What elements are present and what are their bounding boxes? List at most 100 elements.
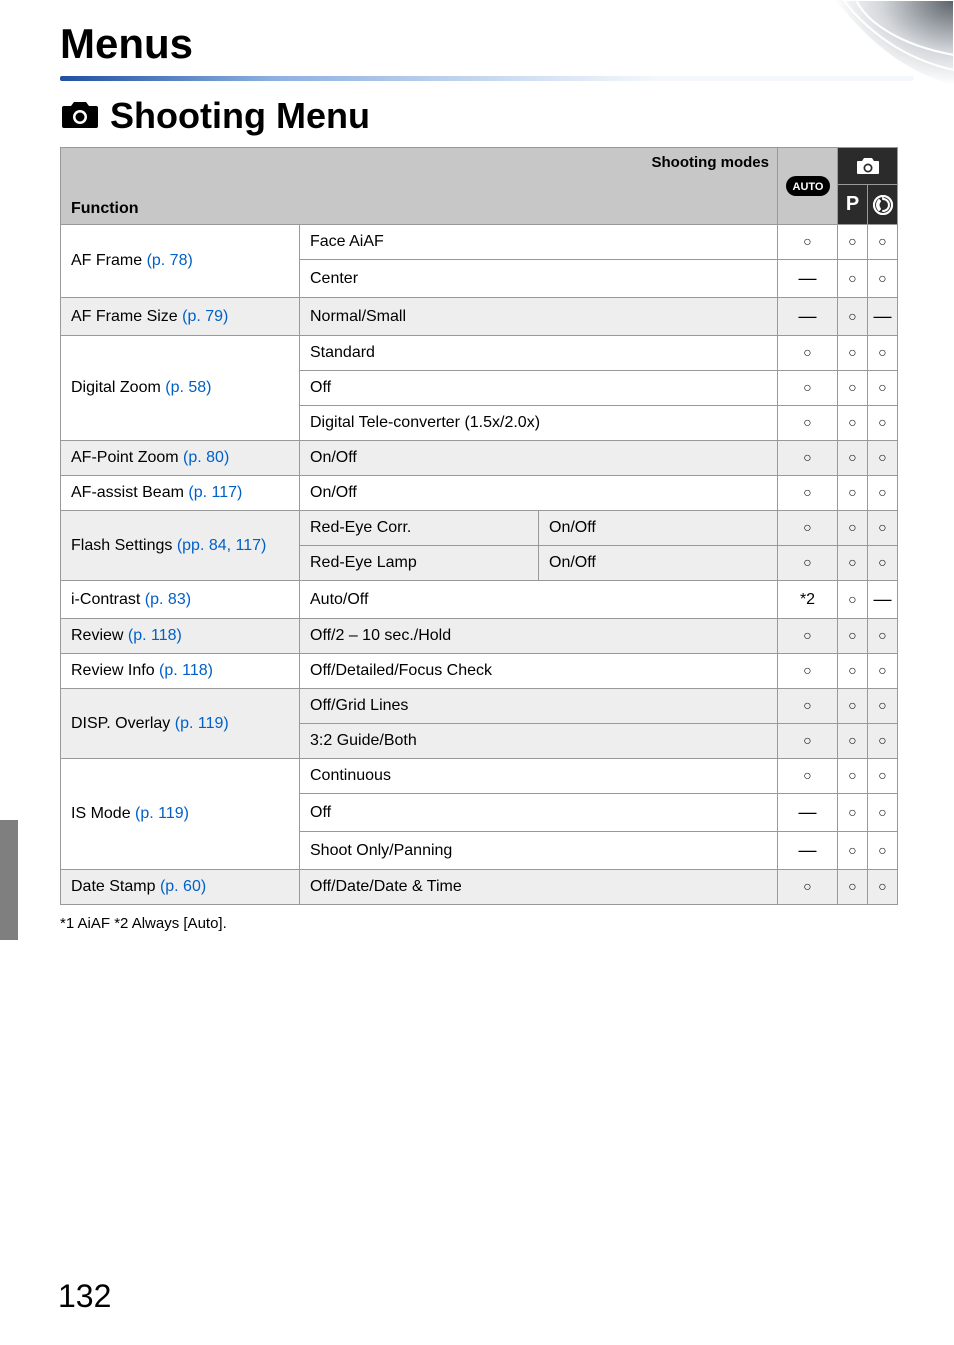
- availability-cell: *2: [778, 581, 838, 619]
- availability-cell: ○: [838, 260, 868, 298]
- header-easy-mode: [868, 185, 898, 225]
- option-cell: Auto/Off: [300, 581, 778, 619]
- page-ref-link[interactable]: (p. 119): [175, 715, 229, 732]
- svg-text:AUTO: AUTO: [792, 181, 823, 193]
- table-row: Digital Zoom (p. 58)Standard○○○: [61, 336, 898, 371]
- corner-decoration: [834, 0, 954, 85]
- option-sub-cell: On/Off: [539, 546, 778, 581]
- availability-cell: ○: [838, 832, 868, 870]
- header-p-mode: P: [838, 185, 868, 225]
- availability-cell: ○: [778, 689, 838, 724]
- table-row: AF Frame Size (p. 79)Normal/Small—○—: [61, 298, 898, 336]
- page-ref-link[interactable]: (p. 60): [160, 878, 206, 895]
- option-cell: Off: [300, 371, 778, 406]
- availability-cell: ○: [868, 724, 898, 759]
- availability-cell: ○: [838, 371, 868, 406]
- title-underline: [0, 76, 914, 81]
- availability-cell: ○: [868, 546, 898, 581]
- availability-cell: ○: [868, 225, 898, 260]
- availability-cell: ○: [778, 724, 838, 759]
- page-ref-link[interactable]: (p. 58): [165, 379, 211, 396]
- availability-cell: ○: [778, 619, 838, 654]
- function-cell: AF-assist Beam (p. 117): [61, 476, 300, 511]
- function-cell: Review (p. 118): [61, 619, 300, 654]
- option-cell: Continuous: [300, 759, 778, 794]
- availability-cell: ○: [838, 511, 868, 546]
- table-row: AF-Point Zoom (p. 80)On/Off○○○: [61, 441, 898, 476]
- function-cell: Review Info (p. 118): [61, 654, 300, 689]
- availability-cell: ○: [868, 759, 898, 794]
- availability-cell: ○: [838, 689, 868, 724]
- header-auto-mode: AUTO: [778, 148, 838, 225]
- option-cell: Off: [300, 794, 778, 832]
- option-cell: Digital Tele-converter (1.5x/2.0x): [300, 406, 778, 441]
- page-ref-link[interactable]: (pp. 84, 117): [177, 537, 267, 554]
- availability-cell: ○: [778, 476, 838, 511]
- option-cell: Off/2 – 10 sec./Hold: [300, 619, 778, 654]
- function-cell: Flash Settings (pp. 84, 117): [61, 511, 300, 581]
- availability-cell: —: [778, 794, 838, 832]
- header-function: Function: [71, 200, 139, 218]
- availability-cell: ○: [778, 371, 838, 406]
- page-title: Menus: [60, 20, 914, 68]
- availability-cell: —: [868, 298, 898, 336]
- function-cell: i-Contrast (p. 83): [61, 581, 300, 619]
- header-camera-group: [838, 148, 898, 185]
- function-cell: AF Frame (p. 78): [61, 225, 300, 298]
- availability-cell: ○: [868, 260, 898, 298]
- availability-cell: ○: [778, 225, 838, 260]
- availability-cell: ○: [838, 581, 868, 619]
- availability-cell: ○: [838, 759, 868, 794]
- page-ref-link[interactable]: (p. 80): [183, 449, 229, 466]
- table-row: DISP. Overlay (p. 119)Off/Grid Lines○○○: [61, 689, 898, 724]
- availability-cell: ○: [838, 476, 868, 511]
- option-cell: Standard: [300, 336, 778, 371]
- option-cell: Shoot Only/Panning: [300, 832, 778, 870]
- availability-cell: —: [778, 298, 838, 336]
- option-cell: Off/Detailed/Focus Check: [300, 654, 778, 689]
- page-ref-link[interactable]: (p. 118): [128, 627, 182, 644]
- table-row: IS Mode (p. 119)Continuous○○○: [61, 759, 898, 794]
- table-row: AF-assist Beam (p. 117)On/Off○○○: [61, 476, 898, 511]
- availability-cell: ○: [868, 371, 898, 406]
- page-ref-link[interactable]: (p. 119): [135, 805, 189, 822]
- availability-cell: ○: [838, 406, 868, 441]
- function-cell: AF Frame Size (p. 79): [61, 298, 300, 336]
- availability-cell: ○: [838, 794, 868, 832]
- availability-cell: ○: [778, 759, 838, 794]
- table-row: Flash Settings (pp. 84, 117)Red-Eye Corr…: [61, 511, 898, 546]
- availability-cell: ○: [868, 511, 898, 546]
- availability-cell: ○: [778, 870, 838, 905]
- availability-cell: ○: [838, 724, 868, 759]
- table-row: AF Frame (p. 78)Face AiAF○○○: [61, 225, 898, 260]
- option-cell: Center: [300, 260, 778, 298]
- side-tab: [0, 820, 18, 940]
- function-cell: IS Mode (p. 119): [61, 759, 300, 870]
- availability-cell: ○: [838, 298, 868, 336]
- availability-cell: ○: [868, 441, 898, 476]
- availability-cell: ○: [778, 654, 838, 689]
- footnote: *1 AiAF *2 Always [Auto].: [60, 915, 914, 932]
- page-ref-link[interactable]: (p. 78): [147, 252, 193, 269]
- availability-cell: —: [778, 260, 838, 298]
- option-cell: 3:2 Guide/Both: [300, 724, 778, 759]
- availability-cell: ○: [868, 336, 898, 371]
- page-ref-link[interactable]: (p. 83): [145, 591, 191, 608]
- function-cell: DISP. Overlay (p. 119): [61, 689, 300, 759]
- availability-cell: ○: [868, 794, 898, 832]
- availability-cell: ○: [868, 476, 898, 511]
- availability-cell: ○: [838, 441, 868, 476]
- availability-cell: ○: [868, 654, 898, 689]
- section-title: Shooting Menu: [110, 95, 370, 137]
- camera-icon: [60, 98, 100, 135]
- availability-cell: ○: [868, 832, 898, 870]
- availability-cell: ○: [838, 619, 868, 654]
- function-cell: Date Stamp (p. 60): [61, 870, 300, 905]
- table-row: Review (p. 118)Off/2 – 10 sec./Hold○○○: [61, 619, 898, 654]
- page-number: 132: [58, 1278, 111, 1315]
- page-ref-link[interactable]: (p. 118): [159, 662, 213, 679]
- page-ref-link[interactable]: (p. 117): [188, 484, 242, 501]
- page-ref-link[interactable]: (p. 79): [182, 308, 228, 325]
- availability-cell: ○: [778, 441, 838, 476]
- option-cell: Red-Eye Lamp: [300, 546, 539, 581]
